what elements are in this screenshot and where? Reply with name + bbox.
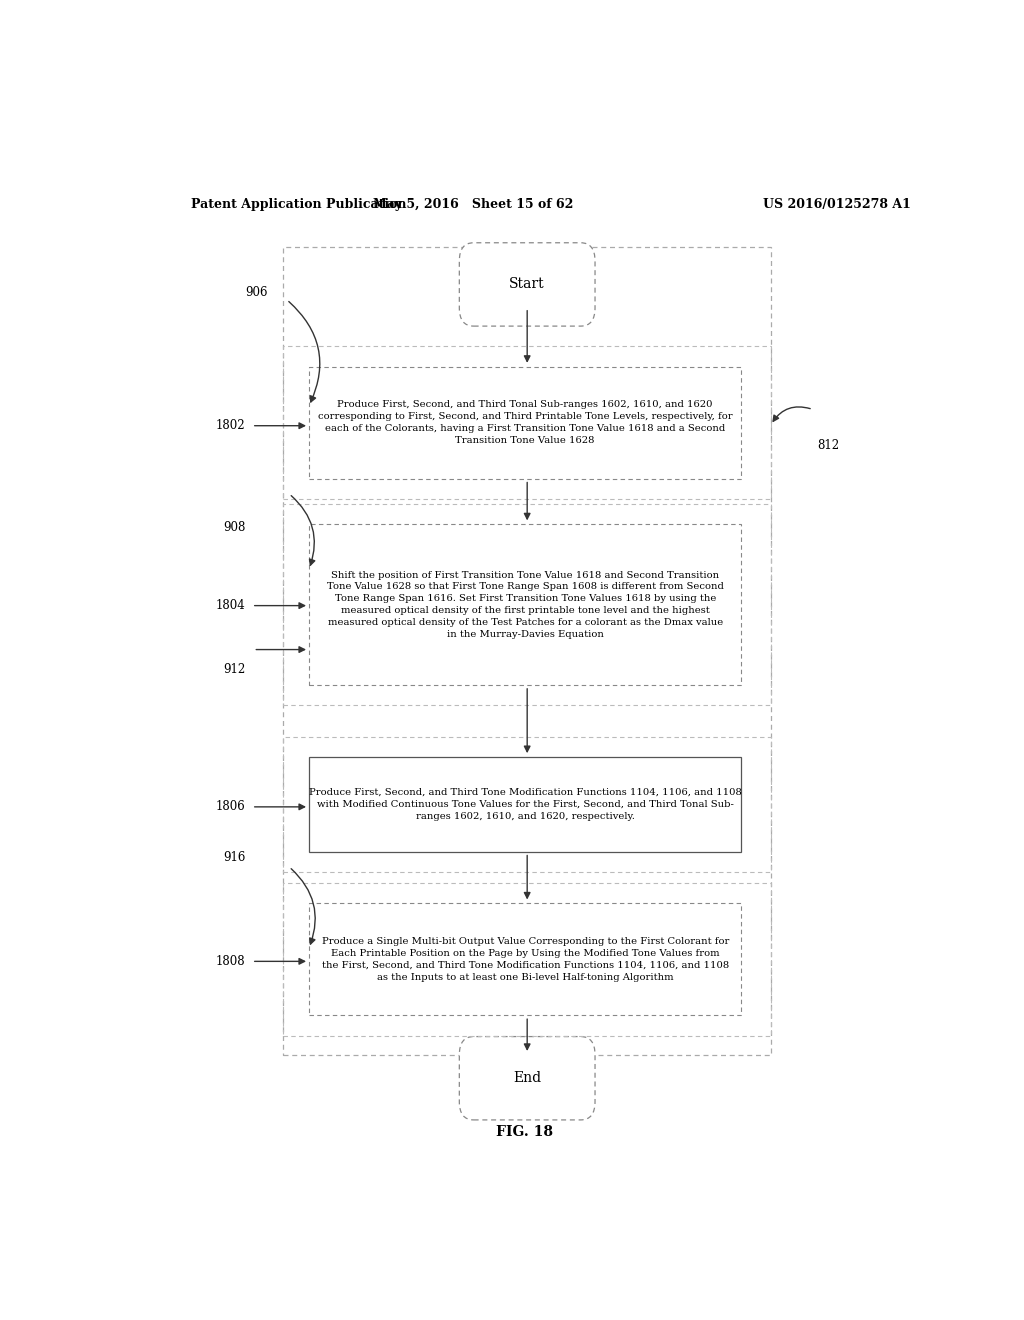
Text: 916: 916 [223,851,246,865]
Text: End: End [513,1072,542,1085]
Text: FIG. 18: FIG. 18 [497,1125,553,1139]
Text: US 2016/0125278 A1: US 2016/0125278 A1 [763,198,910,211]
FancyBboxPatch shape [460,1036,595,1119]
Text: Start: Start [509,277,545,292]
Text: 912: 912 [223,663,246,676]
Text: 1804: 1804 [216,599,246,612]
Text: Produce a Single Multi-bit Output Value Corresponding to the First Colorant for
: Produce a Single Multi-bit Output Value … [322,937,729,982]
Text: 1808: 1808 [216,954,246,968]
Text: 812: 812 [817,438,839,451]
Text: Patent Application Publication: Patent Application Publication [191,198,407,211]
FancyBboxPatch shape [460,243,595,326]
Text: Shift the position of First Transition Tone Value 1618 and Second Transition
Ton: Shift the position of First Transition T… [327,570,724,639]
Text: May 5, 2016   Sheet 15 of 62: May 5, 2016 Sheet 15 of 62 [373,198,573,211]
Text: 1802: 1802 [216,420,246,432]
Text: Produce First, Second, and Third Tone Modification Functions 1104, 1106, and 110: Produce First, Second, and Third Tone Mo… [309,788,741,821]
Text: 1806: 1806 [216,800,246,813]
Text: 906: 906 [246,286,268,300]
Text: Produce First, Second, and Third Tonal Sub-ranges 1602, 1610, and 1620
correspon: Produce First, Second, and Third Tonal S… [317,400,732,445]
Text: 908: 908 [223,521,246,533]
